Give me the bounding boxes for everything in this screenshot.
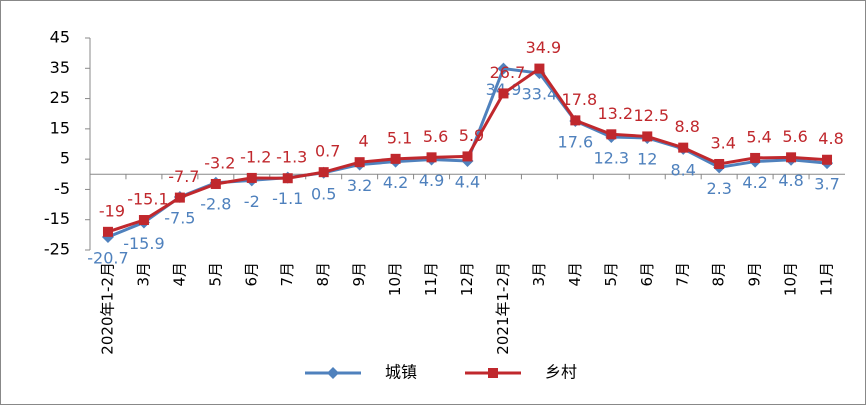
marker bbox=[786, 152, 797, 163]
x-tick-label: 3月 bbox=[134, 262, 152, 287]
y-tick-label: -5 bbox=[54, 179, 70, 198]
data-label: 8.8 bbox=[674, 117, 699, 136]
x-tick-label: 3月 bbox=[530, 262, 548, 287]
data-label: -20.7 bbox=[87, 248, 128, 267]
marker bbox=[102, 226, 113, 237]
marker bbox=[174, 192, 185, 203]
legend-label: 乡村 bbox=[545, 363, 577, 382]
data-label: 4 bbox=[359, 132, 369, 151]
x-tick-label: 6月 bbox=[242, 262, 260, 287]
x-tick-label: 8月 bbox=[314, 262, 332, 287]
data-label: 4.2 bbox=[383, 173, 408, 192]
marker bbox=[138, 215, 149, 226]
data-label: 4.8 bbox=[778, 171, 803, 190]
x-tick-label: 7月 bbox=[674, 262, 692, 287]
data-label: 17.8 bbox=[562, 90, 598, 109]
x-tick-label: 2021年1-2月 bbox=[494, 262, 512, 355]
legend-marker bbox=[327, 367, 339, 379]
y-tick-label: -25 bbox=[44, 240, 70, 259]
data-label: 5.9 bbox=[459, 126, 484, 145]
marker bbox=[570, 115, 581, 126]
data-label: 5.6 bbox=[423, 127, 448, 146]
data-label: 4.2 bbox=[742, 173, 767, 192]
data-label: -1.3 bbox=[276, 148, 307, 167]
marker bbox=[642, 131, 653, 142]
y-tick-label: 35 bbox=[50, 58, 70, 77]
data-label: -15.1 bbox=[127, 190, 168, 209]
x-tick-label: 6月 bbox=[638, 262, 656, 287]
marker bbox=[426, 152, 437, 163]
data-label: 3.7 bbox=[814, 175, 839, 194]
x-tick-label: 11月 bbox=[818, 262, 836, 296]
data-label: 12.3 bbox=[593, 149, 629, 168]
data-label: 2.3 bbox=[706, 179, 731, 198]
marker bbox=[498, 88, 509, 99]
legend-label: 城镇 bbox=[385, 363, 417, 382]
x-tick-label: 10月 bbox=[386, 262, 404, 296]
x-tick-label: 9月 bbox=[350, 262, 368, 287]
x-tick-label: 4月 bbox=[170, 262, 188, 287]
data-label: 12 bbox=[637, 149, 657, 168]
marker bbox=[678, 142, 689, 153]
marker bbox=[354, 157, 365, 168]
data-label: 0.5 bbox=[311, 184, 336, 203]
data-label: 4.4 bbox=[455, 172, 480, 191]
data-label: 17.6 bbox=[558, 132, 594, 151]
marker bbox=[714, 158, 725, 169]
data-label: 5.6 bbox=[782, 127, 807, 146]
data-label: 3.4 bbox=[710, 133, 735, 152]
data-label: 5.4 bbox=[746, 127, 771, 146]
data-label: -3.2 bbox=[204, 153, 235, 172]
data-label: 4.9 bbox=[419, 171, 444, 190]
y-tick-label: 45 bbox=[50, 28, 70, 47]
y-tick-label: -15 bbox=[44, 209, 70, 228]
marker bbox=[822, 154, 833, 165]
marker bbox=[246, 172, 257, 183]
x-tick-label: 11月 bbox=[422, 262, 440, 296]
data-label: -7.7 bbox=[168, 167, 199, 186]
legend-marker bbox=[488, 368, 498, 378]
data-label: -2 bbox=[244, 192, 260, 211]
data-label: -2.8 bbox=[200, 194, 231, 213]
marker bbox=[606, 129, 617, 140]
x-tick-label: 5月 bbox=[206, 262, 224, 287]
data-label: 12.5 bbox=[633, 106, 669, 125]
data-label: -7.5 bbox=[164, 209, 195, 228]
data-label: -1.2 bbox=[240, 147, 271, 166]
x-tick-label: 4月 bbox=[566, 262, 584, 287]
x-tick-label: 12月 bbox=[458, 262, 476, 296]
data-label: 5.1 bbox=[387, 128, 412, 147]
marker bbox=[210, 178, 221, 189]
x-tick-label: 2020年1-2月 bbox=[98, 262, 116, 355]
y-tick-label: 5 bbox=[60, 149, 70, 168]
data-label: 26.7 bbox=[490, 63, 526, 82]
marker bbox=[462, 151, 473, 162]
marker bbox=[534, 63, 545, 74]
data-label: -15.9 bbox=[123, 234, 164, 253]
data-label: 34.9 bbox=[526, 38, 562, 57]
marker bbox=[318, 167, 329, 178]
x-tick-label: 8月 bbox=[710, 262, 728, 287]
data-label: 13.2 bbox=[597, 104, 633, 123]
data-label: -1.1 bbox=[272, 189, 303, 208]
data-label: 3.2 bbox=[347, 176, 372, 195]
y-tick-label: 25 bbox=[50, 88, 70, 107]
y-tick-label: 15 bbox=[50, 118, 70, 137]
marker bbox=[282, 173, 293, 184]
marker bbox=[750, 152, 761, 163]
data-label: 0.7 bbox=[315, 142, 340, 161]
marker bbox=[390, 153, 401, 164]
data-label: -19 bbox=[99, 201, 125, 220]
data-label: 8.4 bbox=[670, 160, 695, 179]
data-label: 4.8 bbox=[818, 129, 843, 148]
data-label: 33.4 bbox=[522, 85, 558, 104]
x-tick-label: 7月 bbox=[278, 262, 296, 287]
x-tick-label: 9月 bbox=[746, 262, 764, 287]
x-tick-label: 10月 bbox=[782, 262, 800, 296]
x-tick-label: 5月 bbox=[602, 262, 620, 287]
marker bbox=[497, 62, 510, 75]
